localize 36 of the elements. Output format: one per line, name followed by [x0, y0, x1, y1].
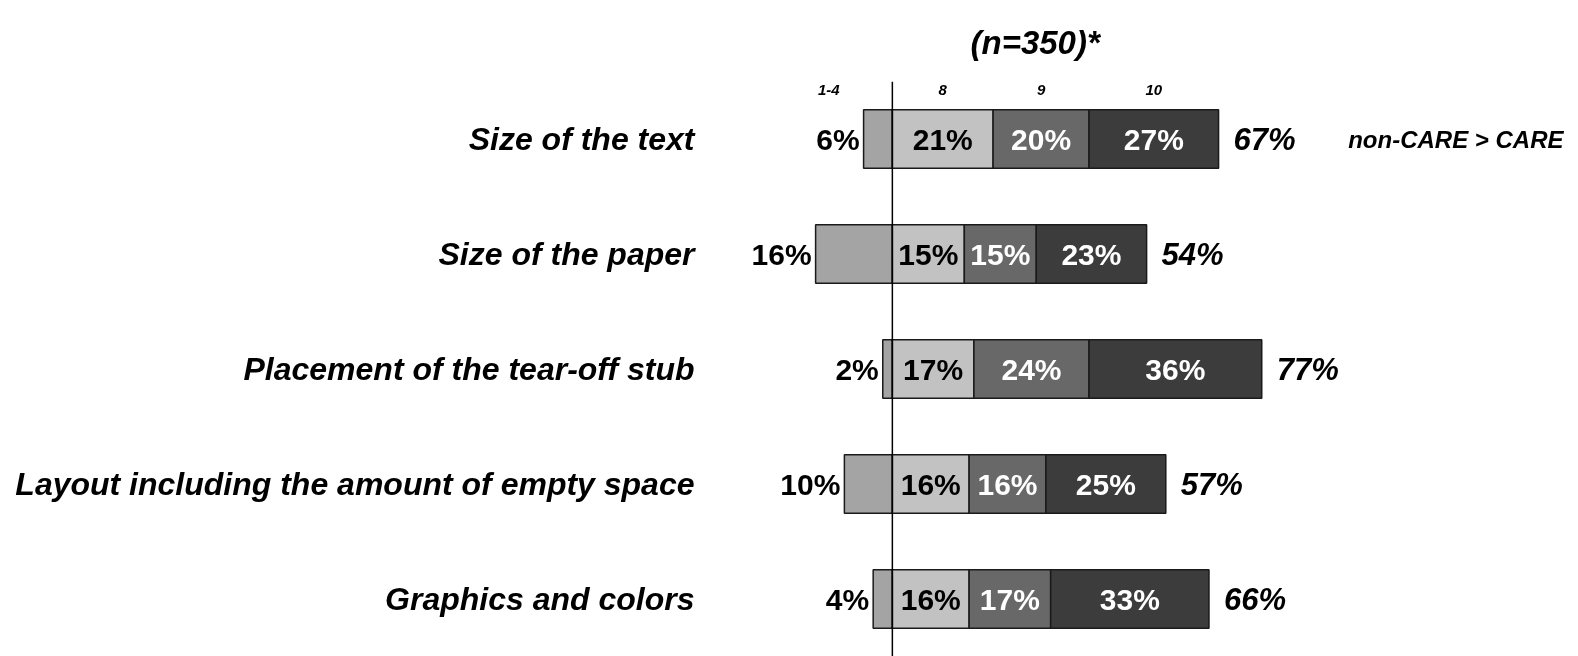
y-tick-label: Size of the paper — [438, 236, 697, 272]
data-label: 16% — [977, 467, 1038, 501]
y-tick-label: Size of the text — [468, 121, 696, 157]
annotation: 10% — [780, 467, 841, 501]
series-label: 9 — [1036, 80, 1046, 98]
annotation: 67% — [1233, 121, 1296, 157]
series-label: 8 — [938, 80, 948, 98]
series-label: 1-4 — [817, 80, 841, 98]
text: non-CARE > CARE — [1348, 125, 1565, 153]
annotation: 4% — [825, 582, 870, 616]
data-label: 16% — [900, 582, 961, 616]
data-label: 27% — [1123, 122, 1184, 156]
data-label: 24% — [1001, 352, 1062, 386]
annotation: 16% — [751, 237, 812, 271]
data-label: 20% — [1011, 122, 1072, 156]
y-tick-label: Placement of the tear-off stub — [243, 351, 695, 387]
annotation: 77% — [1276, 351, 1339, 387]
y-tick-label: Layout including the amount of empty space — [15, 466, 695, 502]
data-label: 16% — [900, 467, 961, 501]
data-label: 25% — [1075, 467, 1136, 501]
annotation: 54% — [1161, 236, 1224, 272]
data-label: 23% — [1061, 237, 1122, 271]
data-label: 15% — [898, 237, 959, 271]
annotation: 57% — [1180, 466, 1243, 502]
series-label: 10 — [1145, 80, 1163, 98]
data-label: 36% — [1145, 352, 1206, 386]
annotation: 66% — [1223, 581, 1287, 617]
data-label: 17% — [979, 582, 1040, 616]
data-label: 17% — [903, 352, 964, 386]
y-tick-label: Graphics and colors — [385, 581, 695, 617]
annotation: 2% — [835, 352, 879, 386]
data-label: 15% — [970, 237, 1031, 271]
data-label: 21% — [912, 122, 973, 156]
annotation: 6% — [816, 122, 860, 156]
data-label: 33% — [1099, 582, 1160, 616]
chart-title: (n=350)* — [970, 23, 1102, 61]
